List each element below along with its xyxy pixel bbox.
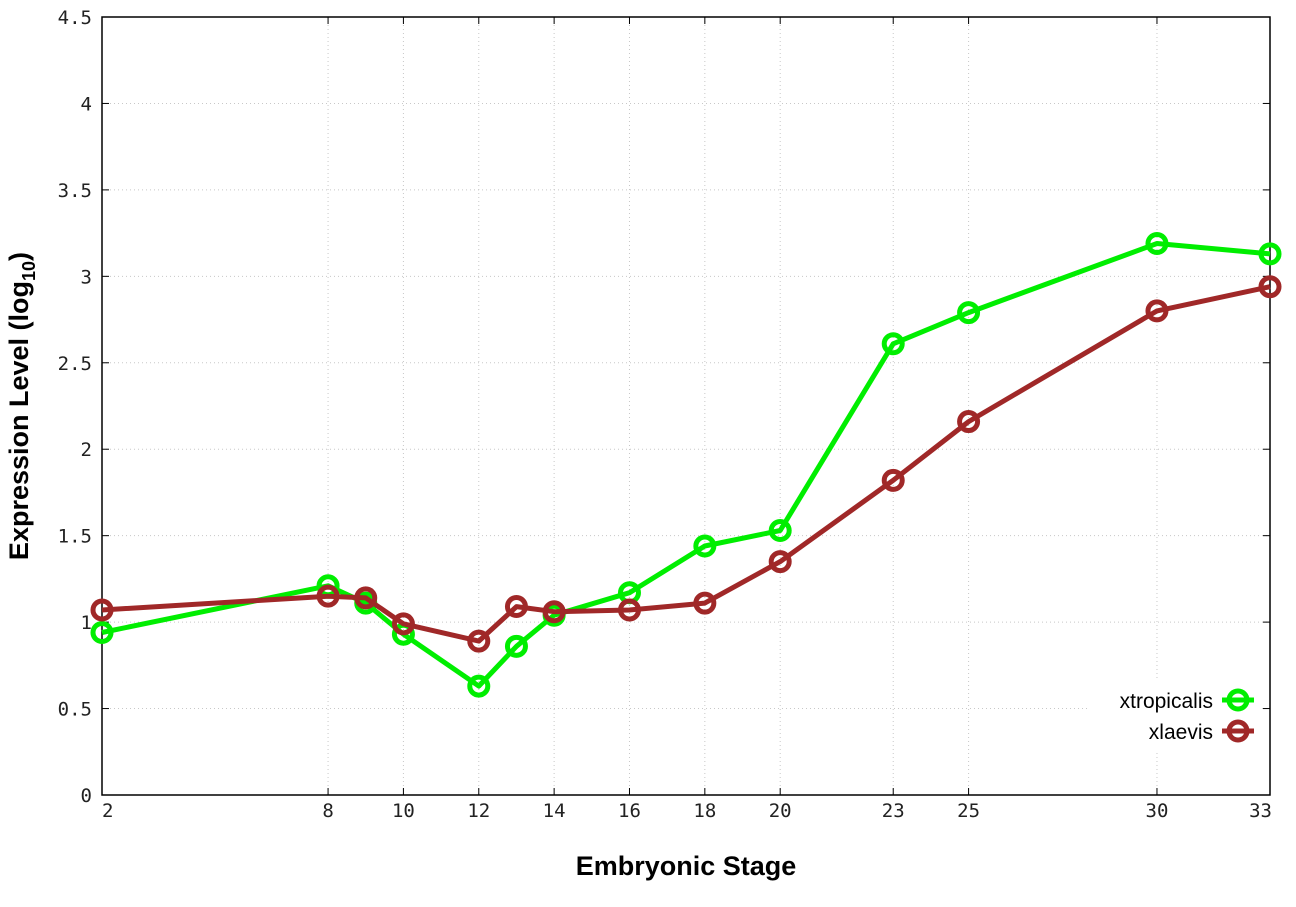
data-point-xlaevis bbox=[316, 584, 340, 608]
x-tick-label: 12 bbox=[467, 800, 490, 822]
legend-label-xtropicalis: xtropicalis bbox=[1120, 690, 1213, 713]
legend-marker-xtropicalis bbox=[1226, 688, 1250, 712]
data-point-xlaevis bbox=[391, 612, 415, 636]
data-point-xtropicalis bbox=[1145, 231, 1169, 255]
y-tick-label: 0.5 bbox=[58, 699, 92, 721]
x-tick-label: 18 bbox=[693, 800, 716, 822]
series-line-xtropicalis bbox=[101, 241, 1271, 689]
legend-entry-xlaevis: xlaevis bbox=[1149, 719, 1254, 744]
y-tick-label: 4.5 bbox=[58, 7, 92, 29]
data-point-xtropicalis bbox=[957, 301, 981, 325]
data-point-xlaevis bbox=[504, 595, 528, 619]
y-tick-label: 3.5 bbox=[58, 180, 92, 202]
x-tick-label: 14 bbox=[543, 800, 566, 822]
x-tick-label: 2 bbox=[102, 800, 113, 822]
data-point-xtropicalis bbox=[467, 674, 491, 698]
legend-entry-xtropicalis: xtropicalis bbox=[1120, 688, 1254, 713]
data-point-xtropicalis bbox=[504, 634, 528, 658]
data-point-xlaevis bbox=[467, 629, 491, 653]
data-point-xtropicalis bbox=[768, 518, 792, 542]
data-point-xlaevis bbox=[1145, 299, 1169, 323]
series-layer bbox=[90, 231, 1282, 698]
x-tick-label: 33 bbox=[1249, 800, 1272, 822]
series-xlaevis bbox=[90, 275, 1282, 653]
data-point-xlaevis bbox=[354, 586, 378, 610]
series-xtropicalis bbox=[90, 231, 1282, 698]
data-point-xlaevis bbox=[617, 598, 641, 622]
legend-marker-xlaevis bbox=[1226, 719, 1250, 743]
x-tick-label: 23 bbox=[882, 800, 905, 822]
data-point-xlaevis bbox=[881, 468, 905, 492]
x-tick-label: 30 bbox=[1146, 800, 1169, 822]
data-point-xtropicalis bbox=[90, 620, 114, 644]
data-point-xlaevis bbox=[1258, 275, 1282, 299]
x-axis-label: Embryonic Stage bbox=[576, 851, 797, 881]
data-point-xlaevis bbox=[957, 410, 981, 434]
y-tick-label: 0 bbox=[81, 785, 92, 807]
y-tick-label: 4 bbox=[81, 93, 92, 115]
y-tick-label: 3 bbox=[81, 266, 92, 288]
x-tick-label: 10 bbox=[392, 800, 415, 822]
axis-ticks: 0 0.5 1 1.5 2 2.5 3 3.5 4 4.5 2 8 10 12 14 16 18 20 23 25 30… bbox=[58, 7, 1272, 822]
x-tick-label: 20 bbox=[769, 800, 792, 822]
data-point-xlaevis bbox=[693, 591, 717, 615]
grid bbox=[102, 17, 1270, 795]
legend: xtropicalis xlaevis bbox=[1090, 680, 1262, 750]
y-axis-label: Expression Level (log10) bbox=[4, 252, 39, 560]
data-point-xtropicalis bbox=[881, 332, 905, 356]
y-tick-label: 2 bbox=[81, 439, 92, 461]
data-point-xlaevis bbox=[90, 598, 114, 622]
x-tick-label: 25 bbox=[957, 800, 980, 822]
data-point-xlaevis bbox=[542, 600, 566, 624]
y-tick-label: 1 bbox=[81, 612, 92, 634]
plot-frame bbox=[101, 16, 1271, 796]
data-point-xtropicalis bbox=[693, 534, 717, 558]
x-tick-label: 16 bbox=[618, 800, 641, 822]
x-tick-label: 8 bbox=[322, 800, 333, 822]
data-point-xlaevis bbox=[768, 550, 792, 574]
legend-label-xlaevis: xlaevis bbox=[1149, 721, 1213, 744]
y-tick-label: 2.5 bbox=[58, 353, 92, 375]
y-tick-label: 1.5 bbox=[58, 526, 92, 548]
series-line-xlaevis bbox=[101, 284, 1271, 644]
data-point-xtropicalis bbox=[1258, 242, 1282, 266]
